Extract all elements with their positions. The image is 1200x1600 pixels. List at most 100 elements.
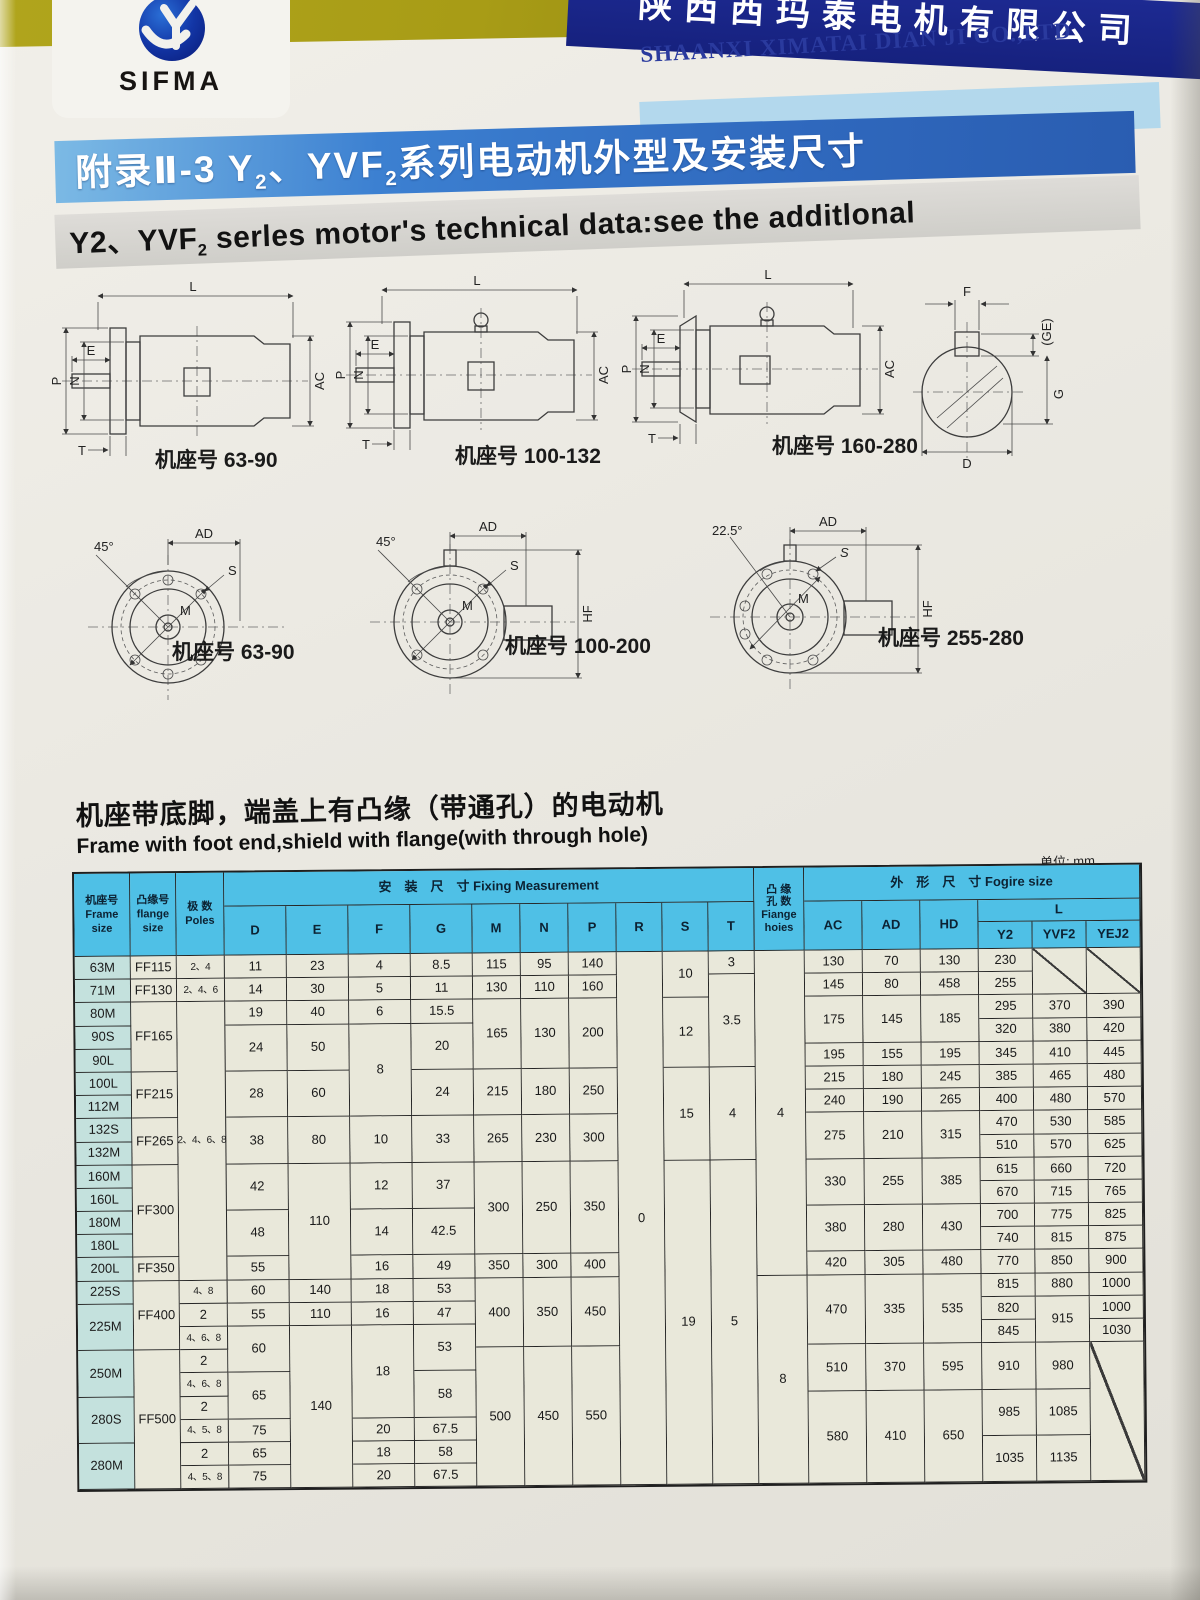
company-logo-icon (112, 0, 232, 71)
table-cell: 12 (663, 997, 710, 1068)
table-cell: 75 (229, 1465, 292, 1489)
table-cell: 200 (569, 998, 618, 1069)
subtitle-part: Y2、YVF (68, 222, 198, 260)
table-cell: 58 (414, 1440, 478, 1465)
table-cell: 300 (570, 1114, 619, 1162)
table-cell: 550 (572, 1346, 622, 1486)
table-cell: 410 (1033, 1040, 1088, 1065)
table-cell: 585 (1088, 1109, 1143, 1134)
table-cell: 335 (865, 1274, 925, 1345)
table-cell: 40 (287, 1000, 350, 1025)
table-cell: 1000 (1089, 1295, 1144, 1320)
table-cell: 2 (179, 1303, 228, 1328)
table-cell: 4、6、8 (180, 1373, 229, 1397)
table-cell: 845 (981, 1319, 1037, 1344)
table-cell: 350 (523, 1277, 573, 1348)
table-cell: 16 (351, 1255, 414, 1280)
dim-label-GE: (GE) (1039, 318, 1054, 345)
table-cell: 420 (1087, 1017, 1142, 1041)
table-cell: 63M (74, 956, 131, 981)
table-cell (1090, 1341, 1146, 1482)
table-cell: 28 (225, 1071, 289, 1118)
table-cell: 740 (981, 1226, 1036, 1251)
table-cell: 480 (923, 1250, 982, 1275)
table-cell: 20 (352, 1417, 415, 1442)
table-cell: 3 (708, 951, 755, 975)
dim-label-angle: 45° (376, 534, 396, 549)
table-cell: 470 (807, 1274, 867, 1345)
table-cell: 915 (1035, 1295, 1091, 1343)
dim-label-L: L (189, 279, 196, 294)
table-cell: 0 (616, 951, 668, 1486)
table-cell: 80M (75, 1002, 132, 1027)
table-cell: 500 (476, 1347, 526, 1487)
table-cell: 19 (225, 1001, 288, 1026)
table-cell: 980 (1036, 1342, 1091, 1390)
table-cell: 11 (410, 976, 474, 1001)
table-cell: 815 (1035, 1226, 1090, 1251)
dim-label-F: F (963, 284, 971, 299)
dim-label-P: P (619, 365, 634, 374)
dim-label-HF: HF (580, 605, 595, 622)
table-cell: 8 (349, 1023, 413, 1117)
table-header-cell: G (410, 904, 473, 955)
table-cell: 225S (77, 1281, 134, 1305)
table-header-cell: 凸 缘 孔 数 Fiange hoies (753, 867, 805, 952)
table-header-cell: F (348, 905, 411, 955)
table-cell: 370 (1033, 994, 1088, 1019)
table-cell: 190 (863, 1088, 923, 1113)
table-header-cell: YEJ2 (1086, 920, 1141, 949)
table-cell: FF300 (132, 1164, 180, 1258)
table-cell: 345 (979, 1041, 1034, 1066)
table-cell: 8 (757, 1275, 810, 1485)
table-cell: 900 (1089, 1249, 1144, 1273)
table-cell: 650 (924, 1389, 984, 1483)
drawing-side-view-100-132: L E N P AC T (333, 270, 622, 465)
table-cell: 3.5 (708, 974, 756, 1068)
table-cell: 400 (571, 1253, 620, 1278)
table-cell: 825 (1088, 1202, 1144, 1227)
dim-label-AD: AD (195, 526, 213, 541)
title-sub: 2 (254, 171, 269, 195)
table-cell: 2 (180, 1396, 229, 1420)
drawing-caption: 机座号 100-132 (455, 445, 601, 468)
table-cell: 100L (75, 1072, 132, 1097)
table-cell: 850 (1035, 1249, 1090, 1274)
table-cell: 90S (75, 1026, 132, 1050)
dim-label-S: S (840, 545, 849, 560)
table-header-cell: D (224, 906, 287, 956)
table-header-cell: 安 装 尺 寸 Fixing Measurement (224, 868, 755, 907)
table-cell: 4 (709, 1066, 757, 1161)
table-cell: 385 (922, 1157, 981, 1205)
table-cell: 47 (413, 1301, 476, 1326)
table-cell: 42.5 (412, 1208, 476, 1256)
table-cell: 700 (980, 1203, 1036, 1228)
dim-label-AC: AC (596, 366, 611, 384)
table-cell: 480 (1033, 1087, 1089, 1111)
table-cell: 20 (353, 1464, 416, 1488)
table-cell: 160M (76, 1165, 133, 1189)
table-cell: 140 (289, 1279, 352, 1303)
table-cell: 14 (350, 1209, 414, 1257)
table-cell: 140 (568, 952, 617, 976)
table-cell: 70 (862, 949, 921, 974)
drawing-shaft-end-view: F (GE) G D (905, 272, 1075, 477)
table-cell: 465 (1033, 1064, 1088, 1088)
drawing-caption: 机座号 63-90 (155, 449, 278, 472)
table-cell: 295 (979, 994, 1034, 1019)
table-cell: 23 (286, 954, 349, 979)
table-cell: 145 (804, 973, 864, 997)
dim-label-S: S (510, 558, 519, 573)
table-cell: 450 (571, 1276, 621, 1347)
table-cell: 530 (1034, 1110, 1089, 1135)
table-cell: 875 (1089, 1225, 1144, 1250)
drawing-front-view-255-280: 22.5° AD S M HF (690, 514, 940, 700)
appendix-title: 附录Ⅱ-3 Y2、YVF2系列电动机外型及安装尺寸 (74, 121, 867, 200)
table-cell: 215 (805, 1066, 864, 1090)
table-cell: 480 (1087, 1063, 1142, 1088)
title-part: 、YVF (267, 144, 386, 189)
table-cell: 160 (568, 975, 618, 1000)
table-cell: 2、4 (176, 955, 225, 980)
table-cell: 240 (805, 1089, 865, 1113)
dim-label-N: N (67, 376, 82, 385)
